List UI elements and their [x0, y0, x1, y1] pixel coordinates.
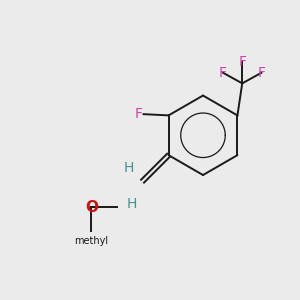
Text: O: O: [85, 200, 98, 215]
Text: F: F: [134, 107, 142, 121]
Text: F: F: [257, 66, 266, 80]
Text: F: F: [238, 55, 246, 69]
Text: F: F: [219, 66, 227, 80]
Text: H: H: [127, 197, 137, 211]
Text: methyl: methyl: [74, 236, 109, 246]
Text: H: H: [124, 161, 134, 175]
